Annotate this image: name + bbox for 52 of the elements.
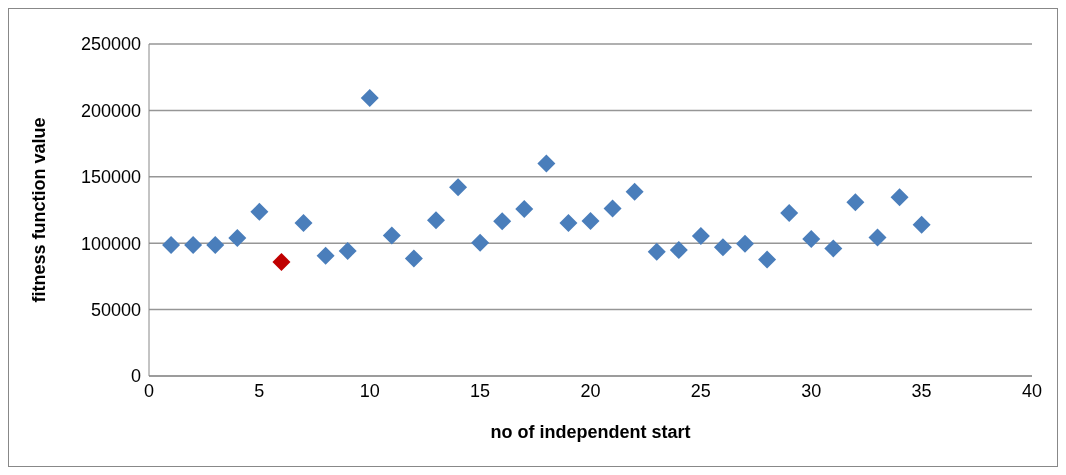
y-tick-label: 50000 [90, 299, 141, 320]
point [912, 215, 931, 234]
y-tick-label: 100000 [80, 233, 141, 254]
point [250, 202, 269, 221]
point [868, 228, 887, 247]
x-axis-title: no of independent start [490, 422, 691, 442]
point [426, 211, 445, 230]
point [360, 88, 379, 107]
point [382, 226, 401, 245]
point [691, 226, 710, 245]
point [625, 182, 644, 201]
point [471, 233, 490, 252]
point [603, 199, 622, 218]
point [824, 239, 843, 258]
y-tick-label: 0 [130, 366, 141, 387]
point [559, 214, 578, 233]
x-tick-label: 35 [911, 380, 932, 401]
point [338, 241, 357, 260]
x-tick-label: 30 [801, 380, 822, 401]
point [316, 246, 335, 265]
x-tick-label: 0 [143, 380, 155, 401]
x-tick-label: 40 [1021, 380, 1043, 401]
point [758, 250, 777, 269]
y-tick-label: 250000 [80, 34, 141, 55]
point [780, 203, 799, 222]
x-tick-label: 15 [470, 380, 491, 401]
point [647, 242, 666, 261]
point [449, 178, 468, 197]
point [515, 200, 534, 219]
y-axis-title: fitness function value [29, 117, 50, 303]
point [228, 228, 247, 247]
x-tick-label: 20 [580, 380, 601, 401]
point [206, 235, 225, 254]
point [162, 235, 181, 254]
point [184, 235, 203, 254]
point [493, 212, 512, 231]
point [890, 188, 909, 207]
point [581, 211, 600, 230]
point [846, 193, 865, 212]
y-tick-label: 150000 [80, 167, 141, 188]
point [294, 214, 313, 233]
point [537, 154, 556, 173]
point [404, 249, 423, 268]
x-tick-label: 25 [690, 380, 711, 401]
point [272, 252, 291, 271]
point [669, 241, 688, 260]
x-tick-label: 10 [359, 380, 380, 401]
point [713, 238, 732, 257]
point [736, 234, 755, 253]
point [802, 230, 821, 249]
y-tick-label: 200000 [80, 100, 141, 121]
x-tick-label: 5 [254, 380, 265, 401]
